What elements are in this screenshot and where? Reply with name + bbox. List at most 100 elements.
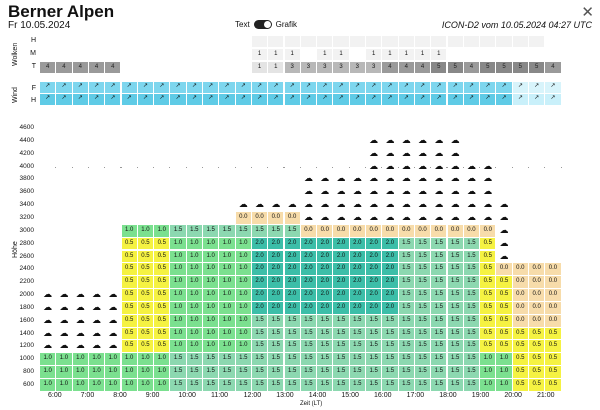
cloud-cell-mid [105, 49, 121, 60]
cloud-icon: ☁ [349, 199, 365, 211]
thermal-cell [284, 173, 300, 186]
thermal-cell: 1.5 [186, 366, 202, 378]
thermal-cell: 2.0 [251, 250, 268, 263]
thermal-cell: 1.5 [349, 353, 365, 366]
thermal-cell: 1.5 [398, 237, 414, 250]
cloud-icon: ☁ [300, 199, 317, 211]
cloud-cell-high [414, 36, 431, 47]
thermal-cell: 1.5 [463, 366, 480, 378]
thermal-cell [105, 173, 121, 186]
cloud-icon: ☁ [414, 134, 431, 147]
cloud-cell-low: 5 [447, 62, 463, 73]
thermal-cell [88, 199, 105, 211]
thermal-cell: 1.5 [447, 366, 463, 378]
thermal-cell [105, 134, 121, 147]
thermal-cell [219, 160, 235, 173]
thermal-cell: 1.0 [219, 314, 235, 327]
y-tick-label: 3000 [19, 226, 34, 234]
thermal-cell: 1.5 [463, 340, 480, 353]
thermal-cell: 2.0 [251, 237, 268, 250]
toggle-switch[interactable] [253, 20, 272, 29]
cloud-icon: ☁ [88, 289, 105, 301]
thermal-cell [170, 186, 186, 199]
cloud-cell-mid [300, 49, 317, 60]
thermal-cell: 1.0 [137, 366, 154, 378]
thermal-cell [40, 122, 56, 134]
thermal-cell: 0.5 [529, 379, 545, 391]
wind-cell-valley: ↗ [284, 82, 300, 93]
thermal-cell [512, 250, 528, 263]
close-icon[interactable]: ✕ [581, 4, 594, 21]
thermal-cell [40, 134, 56, 147]
thermal-cell: 1.5 [414, 263, 431, 276]
thermal-cell [88, 276, 105, 289]
wind-row-label: H [30, 97, 36, 104]
cloud-cell-low [235, 62, 251, 73]
thermal-cell: 0.5 [121, 314, 137, 327]
thermal-cell [235, 160, 251, 173]
x-tick-label: 13:00 [276, 392, 294, 399]
cloud-cell-high [56, 36, 72, 47]
thermal-cell: 1.0 [72, 353, 88, 366]
thermal-cell: 1.0 [203, 340, 219, 353]
thermal-cell: 1.0 [219, 301, 235, 314]
view-toggle[interactable]: Text Grafik [235, 20, 297, 29]
thermal-cell: 0.5 [529, 327, 545, 340]
y-tick-label: 3600 [19, 188, 34, 196]
thermal-cell [88, 237, 105, 250]
cloud-cell-mid [186, 49, 202, 60]
x-axis-label: Zeit (LT) [300, 401, 323, 407]
cloud-icon: ☁ [480, 211, 496, 224]
thermal-cell: 1.0 [170, 327, 186, 340]
thermal-cell: 0.5 [121, 340, 137, 353]
thermal-cell: 1.0 [186, 289, 202, 301]
thermal-cell: 1.5 [431, 353, 447, 366]
thermal-cell [251, 173, 268, 186]
thermal-cell: 0.5 [154, 263, 170, 276]
thermal-cell [56, 224, 72, 237]
thermal-cell [512, 186, 528, 199]
cloud-icon: ☁ [382, 199, 398, 211]
thermal-cell [105, 160, 121, 173]
thermal-cell: 0.5 [121, 263, 137, 276]
cloud-icon: ☁ [447, 147, 463, 160]
y-tick-label: 3400 [19, 201, 34, 209]
thermal-cell: 1.5 [300, 353, 317, 366]
cloud-cell-mid [121, 49, 137, 60]
thermal-cell: 0.0 [235, 211, 251, 224]
thermal-cell: 1.0 [186, 340, 202, 353]
thermal-cell: 1.5 [382, 379, 398, 391]
thermal-cell: 1.0 [219, 237, 235, 250]
thermal-cell: 0.5 [154, 276, 170, 289]
thermal-cell: 0.0 [545, 301, 561, 314]
cloud-icon: ☁ [349, 173, 365, 186]
thermal-cell [268, 134, 284, 147]
thermal-cell [480, 134, 496, 147]
thermal-cell: 1.5 [268, 314, 284, 327]
cloud-icon: ☁ [382, 186, 398, 199]
thermal-cell: 2.0 [317, 289, 333, 301]
thermal-cell [512, 224, 528, 237]
thermal-cell: 0.0 [463, 224, 480, 237]
thermal-cell: 2.0 [268, 276, 284, 289]
thermal-cell: 0.0 [512, 289, 528, 301]
cloud-cell-low: 5 [512, 62, 528, 73]
thermal-cell: 2.0 [284, 301, 300, 314]
thermal-cell: 0.0 [545, 263, 561, 276]
thermal-cell: 1.0 [170, 340, 186, 353]
x-tick-label: 14:00 [308, 392, 327, 399]
thermal-cell: 0.5 [496, 327, 512, 340]
cloud-cell-mid: 1 [366, 49, 382, 60]
thermal-cell: 1.5 [463, 289, 480, 301]
wind-cell-peak: ↗ [251, 94, 268, 105]
cloud-icon: ☁ [105, 340, 121, 353]
cloud-cell-mid [219, 49, 235, 60]
thermal-cell: 0.5 [137, 263, 154, 276]
thermal-cell: 1.5 [366, 340, 382, 353]
thermal-cell [170, 147, 186, 160]
wind-cell-peak: ↗ [186, 94, 202, 105]
thermal-cell: 1.5 [235, 379, 251, 391]
thermal-cell [529, 250, 545, 263]
cloud-cell-high [398, 36, 414, 47]
wind-cell-peak: ↗ [480, 94, 496, 105]
